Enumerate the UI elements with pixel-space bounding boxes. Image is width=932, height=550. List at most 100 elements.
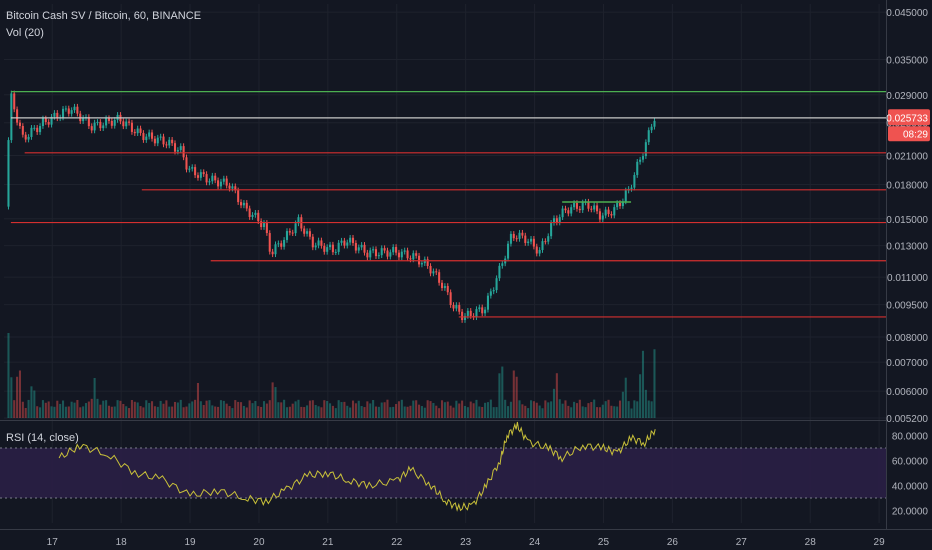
candle-body	[248, 208, 251, 218]
candle-body	[277, 243, 280, 245]
candle-body	[199, 172, 202, 178]
volume-bar	[300, 406, 303, 418]
volume-bar	[644, 389, 647, 418]
volume-bar	[527, 408, 530, 418]
volume-bar	[535, 402, 538, 418]
volume-bar	[168, 406, 171, 418]
rsi-axis-tick: 20.0000	[892, 507, 929, 518]
price-axis-tick: 0.021000	[886, 152, 928, 163]
candle-body	[397, 252, 400, 258]
candle-body	[44, 118, 47, 123]
volume-bar	[142, 407, 145, 418]
candle-body	[501, 263, 504, 266]
candle-body	[16, 109, 19, 123]
volume-bar	[61, 400, 65, 418]
candle-body	[567, 210, 570, 214]
volume-bar	[262, 401, 266, 418]
candle-body	[205, 174, 208, 183]
candle-body	[87, 117, 90, 127]
candle-body	[509, 233, 512, 244]
price-axis-tick: 0.005200	[886, 414, 928, 425]
volume-bar	[343, 401, 346, 418]
candle-body	[185, 157, 188, 170]
volume-bar	[613, 406, 616, 418]
candle-body	[601, 215, 604, 220]
volume-bar	[403, 406, 406, 418]
candle-body	[357, 247, 360, 251]
candle-body	[102, 125, 105, 129]
candle-body	[653, 120, 656, 127]
candle-body	[67, 108, 70, 114]
volume-bar	[254, 400, 257, 418]
volume-bar	[463, 405, 467, 418]
volume-bar	[547, 402, 550, 418]
volume-bar	[33, 390, 36, 418]
volume-bar	[555, 373, 558, 418]
price-axis-tick: 0.007000	[886, 358, 928, 369]
volume-bar	[217, 406, 220, 418]
volume-bar	[578, 399, 581, 418]
volume-bar	[240, 402, 243, 418]
candle-body	[297, 217, 300, 224]
volume-bar	[87, 401, 90, 418]
volume-bar	[624, 377, 627, 418]
volume-bar	[349, 407, 352, 418]
candle-body	[432, 271, 435, 274]
volume-bar	[561, 403, 564, 418]
volume-bar	[41, 400, 44, 418]
volume-bar	[277, 402, 280, 418]
candle-body	[409, 258, 412, 260]
rsi-indicator-label[interactable]: RSI (14, close)	[6, 432, 79, 444]
volume-bar	[650, 401, 653, 418]
volume-bar	[544, 400, 547, 418]
candle-body	[202, 172, 205, 175]
volume-bar	[320, 407, 323, 418]
volume-bar	[446, 401, 449, 418]
volume-indicator-label[interactable]: Vol (20)	[6, 27, 44, 39]
candle-body	[82, 117, 85, 122]
volume-bar	[13, 400, 16, 418]
candle-body	[377, 255, 380, 257]
price-axis-tick: 0.018000	[886, 180, 928, 191]
candle-body	[7, 140, 10, 207]
candle-body	[231, 186, 234, 189]
candle-body	[30, 127, 33, 137]
candle-body	[478, 307, 481, 310]
symbol-title[interactable]: Bitcoin Cash SV / Bitcoin, 60, BINANCE	[6, 10, 202, 22]
volume-bar	[452, 407, 455, 418]
candle-body	[265, 222, 268, 234]
volume-bar	[231, 408, 234, 418]
volume-bar	[495, 407, 498, 418]
candle-body	[36, 127, 39, 133]
volume-bar	[70, 401, 73, 418]
candle-body	[56, 112, 59, 119]
time-axis-tick: 26	[667, 537, 679, 548]
candle-body	[406, 250, 409, 259]
volume-bar	[323, 400, 326, 418]
price-axis-tick: 0.011000	[887, 273, 928, 284]
candle-body	[320, 240, 323, 246]
volume-bar	[469, 401, 472, 418]
volume-bar	[93, 378, 96, 418]
candle-body	[228, 185, 231, 189]
volume-bar	[84, 403, 88, 418]
candle-body	[47, 122, 50, 125]
candle-body	[306, 231, 309, 234]
candle-body	[331, 244, 334, 253]
volume-bar	[159, 400, 162, 418]
candle-body	[254, 212, 257, 215]
volume-bar	[202, 405, 205, 418]
volume-bar	[156, 406, 159, 418]
candle-body	[288, 231, 291, 233]
candle-body	[326, 247, 329, 252]
volume-bar	[461, 400, 464, 418]
candle-body	[561, 208, 564, 218]
volume-bar	[242, 405, 245, 418]
candle-body	[130, 122, 133, 132]
candle-body	[593, 205, 596, 210]
candle-body	[570, 207, 573, 214]
volume-bar	[601, 404, 604, 418]
candle-body	[53, 112, 56, 117]
volume-bar	[151, 401, 154, 418]
